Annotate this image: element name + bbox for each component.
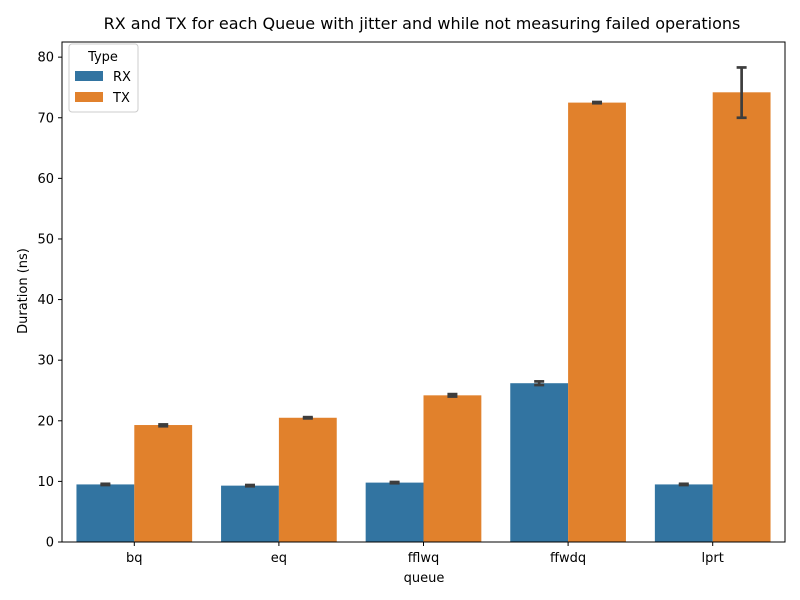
errorbar-rx-eq [244, 483, 255, 488]
y-tick-label: 70 [37, 111, 54, 126]
x-axis: bq eq fflwq ffwdq lprt [126, 542, 724, 566]
x-tick-label-ffwdq: ffwdq [550, 551, 586, 566]
y-tick-label: 0 [46, 536, 54, 551]
legend-label-tx: TX [112, 91, 130, 106]
x-tick-label-bq: bq [126, 551, 143, 566]
bar-rx-ffwdq [510, 383, 569, 542]
errorbar-tx-lprt [736, 66, 747, 120]
errorbar-rx-ffwdq [534, 380, 545, 387]
legend-entries: RX TX [75, 70, 131, 106]
bar-tx-ffwdq [568, 102, 626, 542]
legend: Type RX TX [68, 43, 139, 113]
bar-tx-lprt [712, 92, 771, 542]
bar-rx-fflwq [365, 482, 424, 542]
bars-layer [76, 92, 771, 542]
errorbar-tx-bq [158, 423, 169, 428]
y-tick-label: 30 [37, 354, 54, 369]
bar-tx-bq [134, 425, 193, 542]
errorbar-rx-bq [100, 482, 111, 487]
errorbar-rx-lprt [678, 482, 689, 487]
y-tick-label: 50 [37, 232, 54, 247]
errorbar-rx-fflwq [389, 480, 400, 485]
bar-tx-eq [278, 417, 337, 542]
bar-rx-lprt [654, 484, 713, 542]
legend-swatch-rx [75, 71, 103, 81]
errorbar-tx-eq [302, 415, 313, 420]
chart-title: RX and TX for each Queue with jitter and… [104, 14, 741, 33]
y-tick-label: 60 [37, 172, 54, 187]
errorbar-tx-ffwdq [592, 100, 603, 105]
legend-swatch-tx [75, 92, 103, 102]
y-tick-label: 10 [37, 475, 54, 490]
y-tick-label: 40 [37, 293, 54, 308]
x-tick-label-lprt: lprt [702, 551, 724, 566]
x-tick-label-eq: eq [271, 551, 287, 566]
legend-label-rx: RX [113, 70, 131, 85]
bar-rx-bq [76, 484, 135, 542]
y-axis: 0 10 20 30 40 50 60 70 80 [37, 51, 62, 551]
bar-tx-fflwq [423, 395, 482, 542]
errorbars-layer [100, 66, 747, 488]
y-tick-label: 20 [37, 414, 54, 429]
errorbar-tx-fflwq [447, 392, 458, 398]
y-tick-label: 80 [37, 51, 54, 66]
x-axis-label: queue [404, 571, 445, 586]
legend-title: Type [87, 50, 118, 65]
y-axis-label: Duration (ns) [16, 248, 31, 334]
x-tick-label-fflwq: fflwq [408, 551, 439, 566]
bar-rx-eq [221, 485, 279, 542]
